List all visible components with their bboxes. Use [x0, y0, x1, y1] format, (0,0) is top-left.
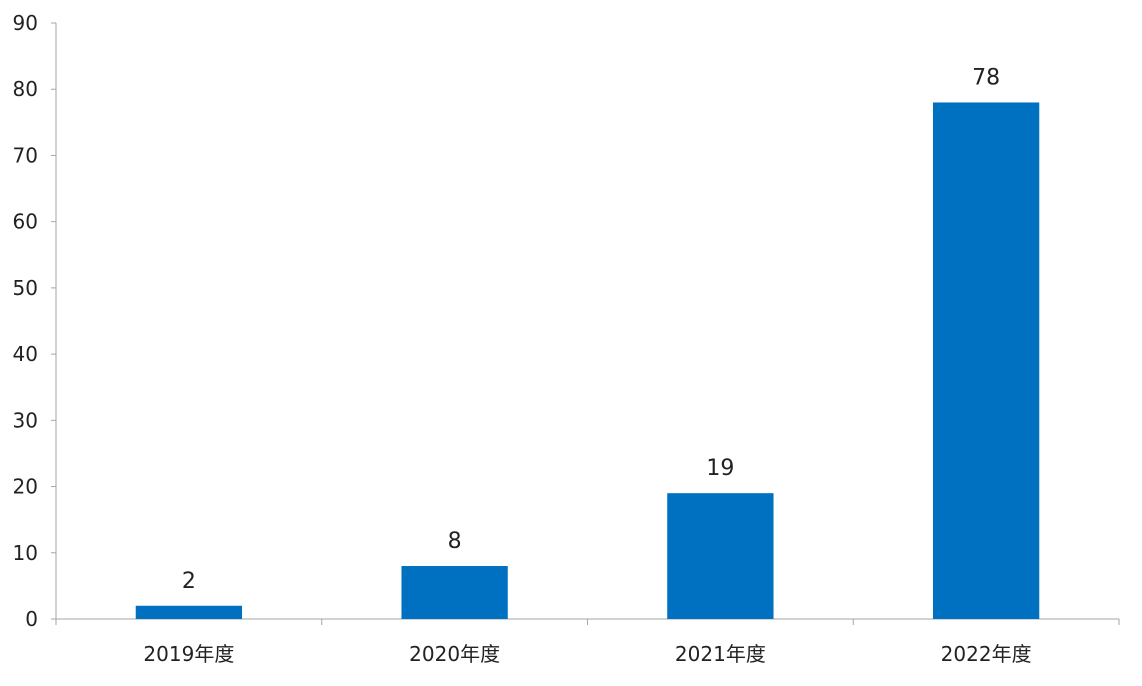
- y-tick-label: 90: [13, 11, 38, 35]
- x-axis: 2019年度 2020年度 2021年度 2022年度: [55, 618, 1120, 666]
- bar-value-label: 78: [972, 65, 1000, 90]
- data-labels: 2 8 19 78: [182, 65, 1000, 593]
- bar: [667, 493, 774, 619]
- y-tick-label: 20: [13, 475, 38, 499]
- y-tick-label: 0: [25, 607, 38, 631]
- x-category-label: 2021年度: [675, 642, 766, 666]
- y-tick-label: 50: [13, 276, 38, 300]
- bar-value-label: 8: [448, 529, 462, 554]
- y-axis: 0 10 20 30 40 50 60 70 80 90: [13, 11, 57, 631]
- bar: [932, 102, 1040, 619]
- x-category-label: 2020年度: [409, 642, 500, 666]
- y-tick-label: 80: [13, 77, 38, 101]
- bar-value-label: 19: [706, 456, 734, 481]
- bar-value-label: 2: [182, 569, 196, 594]
- y-tick-label: 10: [13, 541, 38, 565]
- y-tick-label: 70: [13, 143, 38, 167]
- bar: [401, 566, 508, 619]
- y-tick-label: 60: [13, 210, 38, 234]
- x-category-label: 2019年度: [143, 642, 234, 666]
- bar: [135, 605, 243, 619]
- y-tick-label: 40: [13, 342, 38, 366]
- bars: [135, 102, 1040, 619]
- x-category-label: 2022年度: [941, 642, 1032, 666]
- y-tick-label: 30: [13, 408, 38, 432]
